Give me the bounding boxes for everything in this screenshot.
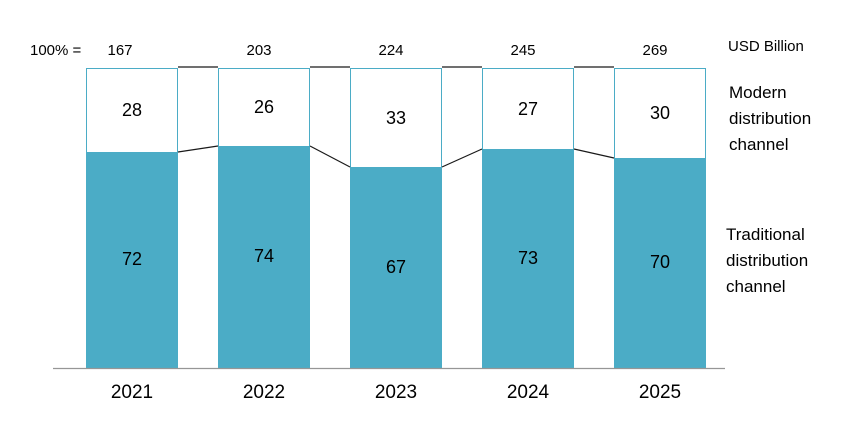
- x-axis-label-2024: 2024: [506, 382, 550, 403]
- hundred-percent-label: 100% =: [30, 42, 82, 59]
- bar-2023-traditional-value: 67: [385, 256, 407, 277]
- bar-2022-modern-value: 26: [253, 97, 275, 118]
- bar-2022-traditional-value: 74: [253, 246, 275, 267]
- legend-traditional-channel-label: Traditional distribution channel: [726, 225, 809, 296]
- bar-2022: 26 74: [218, 68, 310, 368]
- bar-2025-traditional-value: 70: [649, 252, 671, 273]
- bar-2021-traditional-value: 72: [121, 249, 143, 270]
- x-axis-label-2025: 2025: [638, 382, 682, 403]
- bar-2024-traditional-value: 73: [517, 247, 539, 268]
- bar-2024-modern-value: 27: [517, 98, 539, 119]
- segment-connector-2021-2022: [177, 145, 219, 153]
- bar-2025: 30 70: [614, 68, 706, 368]
- bar-2021-traditional-segment: 72: [87, 152, 177, 367]
- bar-2025-modern-segment: 30: [615, 69, 705, 159]
- legend-modern-channel-label: Modern distribution channel: [729, 83, 812, 154]
- bar-2023-modern-value: 33: [385, 107, 407, 128]
- bar-2021: 28 72: [86, 68, 178, 368]
- x-axis-label-2021: 2021: [110, 382, 154, 403]
- total-value-2024: 245: [510, 42, 536, 59]
- x-axis-label-2022: 2022: [242, 382, 286, 403]
- bar-2025-modern-value: 30: [649, 103, 671, 124]
- x-axis-label-2023: 2023: [374, 382, 418, 403]
- total-value-2023: 224: [378, 42, 404, 59]
- bar-2025-traditional-segment: 70: [615, 158, 705, 367]
- bar-2023: 33 67: [350, 68, 442, 368]
- bar-2021-modern-value: 28: [121, 100, 143, 121]
- bar-2023-modern-segment: 33: [351, 69, 441, 168]
- bar-2022-modern-segment: 26: [219, 69, 309, 147]
- segment-connector-2024-2025: [573, 148, 615, 159]
- bar-2023-traditional-segment: 67: [351, 167, 441, 367]
- bar-2021-modern-segment: 28: [87, 69, 177, 153]
- unit-label: USD Billion: [728, 38, 804, 55]
- bar-2024-modern-segment: 27: [483, 69, 573, 150]
- segment-connector-2023-2024: [441, 148, 483, 168]
- segment-connector-2022-2023: [309, 145, 351, 168]
- bar-2024-traditional-segment: 73: [483, 149, 573, 367]
- bar-2024: 27 73: [482, 68, 574, 368]
- bar-2022-traditional-segment: 74: [219, 146, 309, 367]
- total-value-2021: 167: [107, 42, 133, 59]
- total-value-2022: 203: [246, 42, 272, 59]
- total-value-2025: 269: [642, 42, 668, 59]
